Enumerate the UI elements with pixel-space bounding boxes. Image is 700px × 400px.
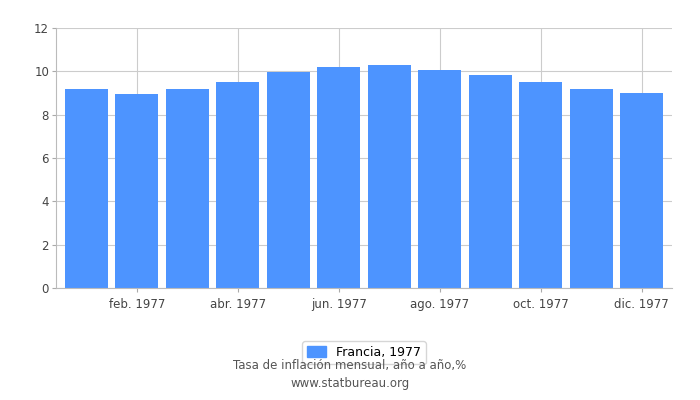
Text: Tasa de inflación mensual, año a año,%: Tasa de inflación mensual, año a año,% <box>233 360 467 372</box>
Bar <box>267 72 309 288</box>
Bar <box>469 75 512 288</box>
Bar <box>620 93 663 288</box>
Bar <box>570 89 612 288</box>
Legend: Francia, 1977: Francia, 1977 <box>302 341 426 364</box>
Bar <box>519 82 562 288</box>
Bar <box>65 89 108 288</box>
Bar <box>116 94 158 288</box>
Bar <box>419 70 461 288</box>
Bar <box>317 67 360 288</box>
Text: www.statbureau.org: www.statbureau.org <box>290 377 410 390</box>
Bar <box>368 66 411 288</box>
Bar <box>166 89 209 288</box>
Bar <box>216 82 259 288</box>
